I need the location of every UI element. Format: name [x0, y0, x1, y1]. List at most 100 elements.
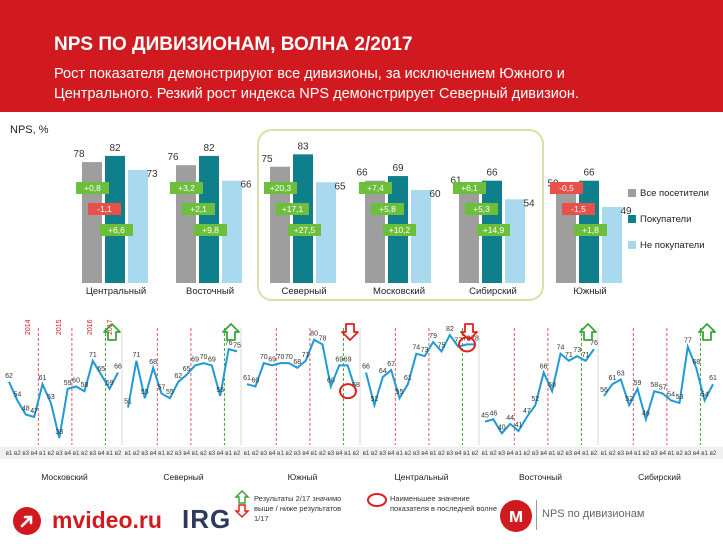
point-value-2-11: 69	[335, 356, 343, 363]
point-value-3-6: 74	[412, 345, 420, 352]
point-value-2-0: 61	[243, 375, 251, 382]
point-value-2-5: 70	[285, 354, 293, 361]
x-label-1-6: в3	[175, 450, 182, 457]
x-label-1-12: в1	[225, 450, 232, 457]
point-value-0-4: 61	[39, 375, 47, 382]
x-label-5-7: в4	[659, 450, 666, 457]
point-value-1-3: 68	[149, 359, 157, 366]
down-arrow-icon-3	[460, 323, 478, 341]
change-value-0-nonbuyers: +6,6	[108, 225, 125, 235]
x-label-3-0: в1	[363, 450, 370, 457]
bar-value-5-1: 66	[583, 168, 595, 179]
bar-value-5-2: 49	[620, 206, 632, 217]
point-value-1-7: 65	[183, 366, 191, 373]
x-label-0-11: в4	[98, 450, 105, 457]
note-significance: Результаты 2/17 значимо выше / ниже резу…	[254, 494, 342, 523]
point-value-2-13: 58	[352, 382, 360, 389]
x-label-2-2: в3	[260, 450, 267, 457]
category-label-5: Южный	[573, 286, 606, 297]
point-value-5-8: 54	[667, 392, 675, 399]
mvideo-logo-icon	[13, 507, 41, 535]
year-marker-2: 2016	[87, 319, 94, 335]
change-badge-5-buyers	[562, 203, 595, 215]
panel-name-5: Сибирский	[638, 472, 681, 482]
bar-value-1-2: 66	[240, 180, 252, 191]
series-line-1	[127, 347, 238, 408]
bar-0-2	[128, 169, 148, 283]
point-value-3-4: 55	[396, 389, 404, 396]
bar-1-1	[199, 155, 219, 283]
change-value-2-all: +20,3	[270, 183, 292, 193]
y-axis-label: NPS, %	[10, 124, 49, 136]
change-value-0-all: +0,8	[84, 183, 101, 193]
footer-divider	[536, 500, 537, 530]
x-label-1-9: в2	[200, 450, 207, 457]
up-arrow-icon-5	[698, 323, 716, 341]
change-badge-4-all	[453, 182, 486, 194]
x-label-5-8: в1	[668, 450, 675, 457]
page-subtitle-line-2: Центрального. Резкий рост индекса NPS де…	[54, 86, 579, 102]
point-value-1-11: 56	[216, 387, 224, 394]
point-value-5-4: 59	[634, 380, 642, 387]
x-label-3-5: в2	[405, 450, 412, 457]
x-label-1-4: в1	[158, 450, 165, 457]
x-label-4-0: в1	[482, 450, 489, 457]
x-label-1-7: в4	[183, 450, 190, 457]
point-value-2-12: 69	[344, 356, 352, 363]
bar-3-2	[411, 190, 431, 283]
x-label-4-13: в2	[591, 450, 598, 457]
x-label-5-1: в2	[609, 450, 616, 457]
bar-value-3-2: 60	[429, 189, 441, 200]
point-value-1-4: 57	[158, 385, 166, 392]
x-label-0-1: в2	[14, 450, 21, 457]
point-value-0-1: 54	[13, 392, 21, 399]
point-value-0-2: 48	[22, 406, 30, 413]
x-label-4-11: в4	[574, 450, 581, 457]
point-value-3-10: 82	[446, 326, 454, 333]
change-badge-0-all	[76, 182, 109, 194]
x-label-3-7: в4	[421, 450, 428, 457]
category-label-1: Восточный	[186, 286, 234, 297]
point-value-3-1: 52	[370, 396, 378, 403]
bar-4-2	[505, 199, 525, 283]
x-label-2-8: в1	[311, 450, 318, 457]
x-label-2-13: в2	[353, 450, 360, 457]
point-value-0-12: 59	[106, 380, 114, 387]
x-label-1-1: в2	[133, 450, 140, 457]
x-label-2-1: в2	[252, 450, 259, 457]
point-value-1-2: 55	[141, 389, 149, 396]
category-label-0: Центральный	[86, 286, 146, 297]
x-label-5-9: в2	[676, 450, 683, 457]
change-badge-4-buyers	[465, 203, 498, 215]
x-label-4-9: в2	[557, 450, 564, 457]
point-value-5-11: 68	[692, 359, 700, 366]
x-label-1-0: в1	[125, 450, 132, 457]
change-value-4-all: +6,1	[461, 183, 478, 193]
point-value-4-13: 76	[590, 340, 598, 347]
x-label-5-11: в4	[693, 450, 700, 457]
change-badge-0-buyers	[88, 203, 121, 215]
x-label-5-4: в1	[634, 450, 641, 457]
point-value-1-1: 71	[132, 352, 140, 359]
point-value-0-13: 66	[114, 363, 122, 370]
point-value-5-13: 61	[709, 375, 717, 382]
irg-logo-text: IRG	[182, 504, 232, 534]
change-value-2-buyers: +17,1	[282, 204, 304, 214]
legend-up-arrow-icon	[234, 489, 250, 504]
point-value-4-2: 40	[498, 424, 506, 431]
point-value-5-0: 56	[600, 387, 608, 394]
point-value-5-12: 54	[701, 392, 709, 399]
change-badge-1-all	[170, 182, 203, 194]
x-label-4-2: в3	[498, 450, 505, 457]
panel-name-2: Южный	[288, 472, 318, 482]
change-value-3-nonbuyers: +10,2	[389, 225, 411, 235]
point-value-4-0: 45	[481, 413, 489, 420]
change-badge-1-buyers	[182, 203, 215, 215]
up-arrow-icon-1	[222, 323, 240, 341]
category-label-2: Северный	[281, 286, 326, 297]
m-logo-icon: м	[500, 500, 532, 532]
x-label-5-3: в4	[626, 450, 633, 457]
bar-value-4-0: 61	[450, 175, 462, 186]
point-value-0-10: 71	[89, 352, 97, 359]
point-value-2-3: 69	[268, 356, 276, 363]
